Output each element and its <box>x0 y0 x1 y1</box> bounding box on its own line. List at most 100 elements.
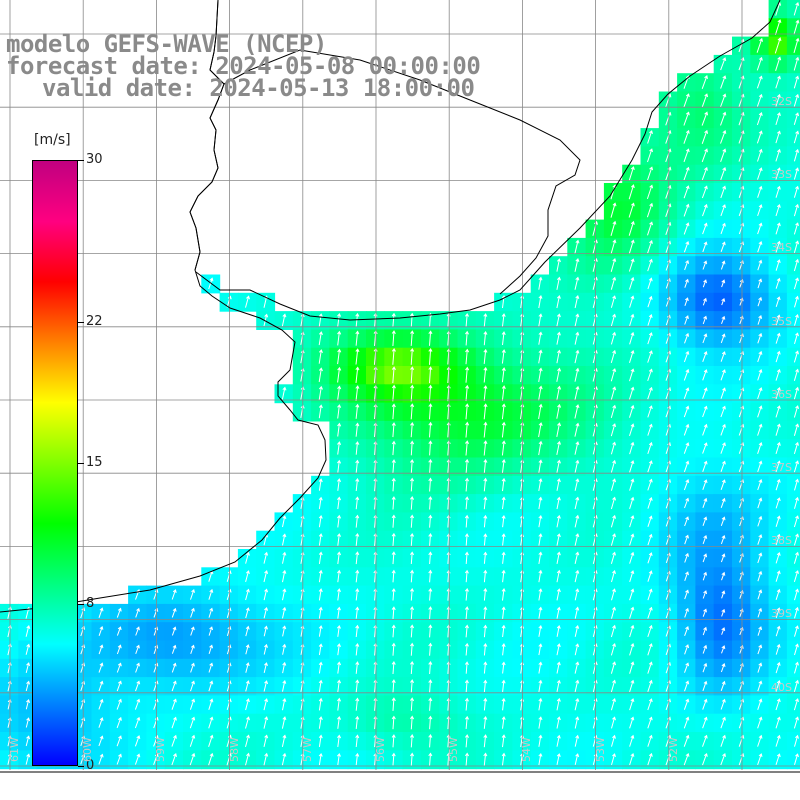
wind-arrow <box>775 332 781 344</box>
wind-arrow <box>245 570 250 583</box>
wind-arrow <box>245 551 250 564</box>
wind-arrow <box>538 478 543 491</box>
wind-arrow <box>720 663 726 673</box>
wind-arrow <box>610 257 617 272</box>
wind-arrow <box>611 753 616 766</box>
wind-arrow <box>574 716 580 729</box>
wind-arrow <box>501 551 506 564</box>
wind-arrow <box>116 698 122 710</box>
wind-arrow <box>428 330 433 346</box>
wind-arrow <box>428 496 433 510</box>
wind-arrow <box>793 716 799 729</box>
wind-arrow <box>647 515 653 527</box>
colorbar-tick-label: 15 <box>86 455 103 470</box>
wind-arrow <box>647 570 653 582</box>
wind-arrow <box>465 715 470 729</box>
wind-arrow <box>501 643 506 656</box>
wind-arrow <box>629 478 635 491</box>
wind-arrow <box>428 347 433 365</box>
wind-cell <box>786 585 800 605</box>
wind-arrow <box>337 715 342 729</box>
wind-arrow <box>428 569 433 583</box>
forecast-date: forecast date: 2024-05-08 00:00:00 <box>6 52 481 80</box>
wind-arrow <box>775 130 781 144</box>
wind-arrow <box>538 661 543 674</box>
wind-arrow <box>501 752 506 766</box>
wind-arrow <box>98 680 104 692</box>
wind-arrow <box>684 644 690 655</box>
wind-arrow <box>483 458 488 474</box>
wind-cell <box>786 732 800 751</box>
wind-arrow <box>428 679 433 693</box>
wind-arrow <box>610 679 616 693</box>
wind-arrow <box>702 590 708 599</box>
wind-arrow <box>410 477 415 492</box>
wind-arrow <box>538 276 543 290</box>
wind-arrow <box>391 477 396 492</box>
wind-arrow <box>629 331 635 345</box>
wind-arrow <box>702 369 708 381</box>
wind-arrow <box>336 624 341 637</box>
wind-arrow <box>775 240 781 253</box>
colorbar-unit: [m/s] <box>34 132 71 148</box>
wind-arrow <box>702 479 708 490</box>
wind-arrow <box>116 607 122 618</box>
wind-arrow <box>610 349 617 364</box>
wind-cell <box>786 439 800 459</box>
wind-arrow <box>483 734 488 748</box>
wind-arrow <box>684 297 689 306</box>
wind-arrow <box>720 167 727 180</box>
wind-arrow <box>793 551 799 564</box>
wind-arrow <box>684 534 689 545</box>
wind-arrow <box>501 606 506 619</box>
wind-arrow <box>171 734 177 747</box>
wind-arrow <box>665 368 672 381</box>
wind-arrow <box>793 75 800 89</box>
wind-arrow <box>775 625 781 637</box>
wind-arrow <box>337 588 341 601</box>
wind-arrow <box>501 624 506 638</box>
wind-arrow <box>263 625 268 637</box>
wind-arrow <box>245 680 250 692</box>
wind-arrow <box>171 626 177 636</box>
wind-arrow <box>647 386 653 400</box>
wind-arrow <box>683 442 690 454</box>
wind-arrow <box>208 698 214 710</box>
wind-cell <box>786 512 800 532</box>
wind-arrow <box>465 752 470 766</box>
wind-arrow <box>610 239 617 255</box>
wind-arrow <box>574 533 580 546</box>
wind-arrow <box>793 460 799 473</box>
wind-arrow <box>190 607 195 618</box>
wind-arrow <box>501 403 506 420</box>
wind-arrow <box>738 423 745 436</box>
wind-arrow <box>720 460 726 472</box>
wind-arrow <box>391 697 396 711</box>
wind-arrow <box>775 222 781 235</box>
wind-arrow <box>794 661 799 674</box>
wind-arrow <box>756 93 763 107</box>
wind-arrow <box>556 440 561 456</box>
wind-arrow <box>610 368 617 382</box>
wind-cell <box>786 36 800 56</box>
wind-arrow <box>245 716 250 729</box>
wind-arrow <box>647 552 653 564</box>
wind-arrow <box>757 534 763 545</box>
wind-arrow <box>629 313 635 327</box>
wind-arrow <box>391 532 396 546</box>
wind-arrow <box>574 313 580 327</box>
wind-arrow <box>574 459 580 473</box>
wind-arrow <box>171 607 177 618</box>
wind-arrow <box>318 331 323 346</box>
wind-arrow <box>410 715 415 730</box>
wind-arrow <box>647 258 653 272</box>
wind-arrow <box>483 514 488 528</box>
wind-arrow <box>775 607 781 619</box>
wind-arrow <box>793 37 800 54</box>
wind-arrow <box>775 93 781 107</box>
wind-arrow <box>464 587 469 601</box>
wind-arrow <box>428 642 433 656</box>
wind-arrow <box>337 697 342 711</box>
wind-arrow <box>282 697 287 711</box>
